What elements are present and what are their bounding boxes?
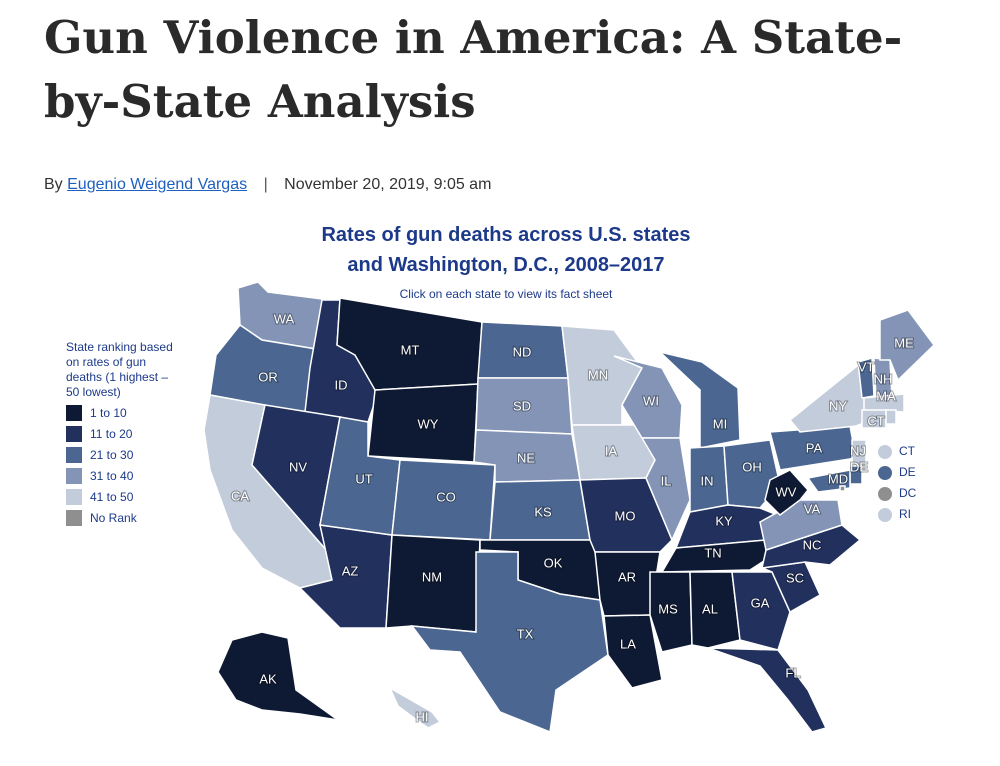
byline: By Eugenio Weigend Vargas | November 20,… xyxy=(44,176,491,194)
legend-label: 1 to 10 xyxy=(90,405,127,420)
small-state-label-ct[interactable]: CT xyxy=(899,444,916,458)
legend-item: 41 to 50 xyxy=(66,486,182,507)
map-title: Rates of gun deaths across U.S. states a… xyxy=(256,220,756,280)
legend-items: 1 to 10 11 to 20 21 to 30 31 to 40 41 to 50 N… xyxy=(66,402,182,528)
states-layer xyxy=(203,281,935,734)
state-ks[interactable] xyxy=(489,479,591,541)
map-title-line-2: and Washington, D.C., 2008–2017 xyxy=(347,254,665,276)
legend-label: 41 to 50 xyxy=(90,489,134,504)
legend-item: 1 to 10 xyxy=(66,402,182,423)
page-title: Gun Violence in America: A State-by-Stat… xyxy=(44,11,903,128)
state-hi[interactable] xyxy=(388,686,442,729)
state-ga[interactable] xyxy=(731,571,791,651)
small-state-label-dc[interactable]: DC xyxy=(899,486,917,500)
small-state-marker-dc[interactable] xyxy=(878,487,892,501)
state-tx[interactable] xyxy=(410,551,609,734)
state-me[interactable] xyxy=(879,309,935,382)
map-legend: State ranking based on rates of gun deat… xyxy=(66,340,182,528)
legend-label: 21 to 30 xyxy=(90,447,134,462)
small-state-marker-ri[interactable] xyxy=(878,508,892,522)
publish-date: November 20, 2019, 9:05 am xyxy=(284,176,492,193)
state-ma[interactable] xyxy=(863,393,905,413)
state-nm[interactable] xyxy=(385,534,481,633)
small-state-marker-de[interactable] xyxy=(878,466,892,480)
state-de[interactable] xyxy=(849,465,863,485)
state-ms[interactable] xyxy=(649,571,693,653)
small-state-label-de[interactable]: DE xyxy=(899,465,916,479)
state-wy[interactable] xyxy=(367,383,479,463)
legend-swatch xyxy=(66,404,82,421)
state-sd[interactable] xyxy=(475,377,573,435)
state-dc[interactable] xyxy=(839,485,846,492)
legend-swatch xyxy=(66,488,82,505)
legend-label: 11 to 20 xyxy=(90,426,133,441)
state-ct[interactable] xyxy=(861,409,887,429)
state-nj[interactable] xyxy=(851,439,867,473)
state-ak[interactable] xyxy=(217,631,339,721)
byline-separator: | xyxy=(263,176,268,193)
state-la[interactable] xyxy=(603,614,663,689)
legend-item: No Rank xyxy=(66,507,182,528)
small-state-marker-ct[interactable] xyxy=(878,445,892,459)
state-fl[interactable] xyxy=(707,647,828,733)
state-mn[interactable] xyxy=(561,325,643,426)
legend-title: State ranking based on rates of gun deat… xyxy=(66,340,173,399)
legend-item: 11 to 20 xyxy=(66,423,182,444)
byline-prefix: By xyxy=(44,176,63,193)
small-state-label-ri[interactable]: RI xyxy=(899,507,911,521)
state-nh[interactable] xyxy=(873,357,893,399)
state-vt[interactable] xyxy=(857,357,875,399)
state-in[interactable] xyxy=(689,445,729,513)
state-al[interactable] xyxy=(689,571,741,649)
map-subtitle: Click on each state to view its fact she… xyxy=(399,287,613,301)
legend-swatch xyxy=(66,467,82,484)
legend-swatch xyxy=(66,446,82,463)
legend-label: 31 to 40 xyxy=(90,468,134,483)
state-co[interactable] xyxy=(391,459,496,541)
state-ri[interactable] xyxy=(885,409,897,425)
state-pa[interactable] xyxy=(769,425,857,471)
state-il[interactable] xyxy=(640,437,691,542)
legend-swatch xyxy=(66,425,82,442)
small-states-key: CT DE DC RI xyxy=(878,444,917,522)
state-wv[interactable] xyxy=(764,469,809,516)
author-link[interactable]: Eugenio Weigend Vargas xyxy=(67,176,248,193)
state-mi[interactable] xyxy=(657,350,741,449)
legend-label: No Rank xyxy=(90,510,137,525)
legend-swatch xyxy=(66,509,82,526)
legend-item: 21 to 30 xyxy=(66,444,182,465)
map-title-line-1: Rates of gun deaths across U.S. states xyxy=(321,224,691,246)
state-nd[interactable] xyxy=(477,321,569,379)
legend-item: 31 to 40 xyxy=(66,465,182,486)
